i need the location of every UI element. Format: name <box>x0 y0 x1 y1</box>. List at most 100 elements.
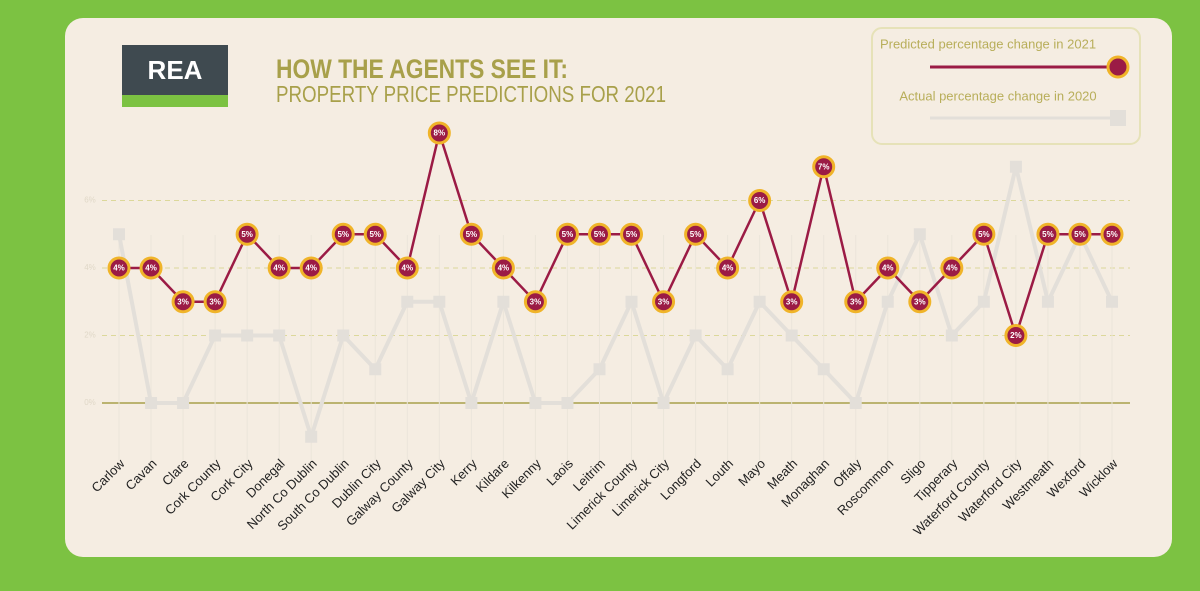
marker <box>465 397 478 409</box>
marker <box>107 256 131 280</box>
chart-title: HOW THE AGENTS SEE IT: <box>276 54 568 84</box>
marker <box>593 363 606 376</box>
marker <box>561 397 574 409</box>
value-label: 5% <box>241 230 253 239</box>
y-tick-label: 6% <box>84 196 96 205</box>
marker <box>1041 295 1054 308</box>
marker <box>1106 295 1118 308</box>
value-label: 4% <box>113 264 125 273</box>
value-label: 5% <box>626 230 638 239</box>
marker <box>363 222 387 246</box>
marker <box>881 295 894 308</box>
value-label: 4% <box>145 264 157 273</box>
legend-marker <box>1106 55 1130 79</box>
marker <box>241 329 254 342</box>
value-label: 8% <box>434 129 446 138</box>
value-label: 5% <box>690 230 702 239</box>
value-label: 5% <box>369 230 381 239</box>
marker <box>459 222 483 246</box>
marker <box>620 222 644 246</box>
value-label: 4% <box>498 264 510 273</box>
value-label: 5% <box>1074 230 1086 239</box>
marker <box>753 295 766 308</box>
value-label: 4% <box>402 264 414 273</box>
marker <box>145 397 158 409</box>
legend-box <box>871 27 1141 145</box>
value-label: 3% <box>914 297 926 306</box>
value-label: 5% <box>594 230 606 239</box>
marker <box>337 329 350 342</box>
legend-label: Predicted percentage change in 2021 <box>880 36 1096 51</box>
logo: REA <box>148 55 203 85</box>
marker <box>716 256 740 280</box>
value-label: 2% <box>1010 331 1022 340</box>
marker <box>113 228 125 241</box>
value-label: 3% <box>786 297 798 306</box>
marker <box>977 295 990 308</box>
marker <box>785 329 798 342</box>
marker <box>721 363 734 376</box>
marker <box>177 397 190 409</box>
marker <box>972 222 996 246</box>
marker <box>1100 222 1124 246</box>
marker <box>1068 222 1092 246</box>
value-label: 5% <box>1106 230 1118 239</box>
value-label: 3% <box>658 297 670 306</box>
marker <box>209 329 222 342</box>
marker <box>305 430 318 443</box>
legend-label: Actual percentage change in 2020 <box>899 88 1096 103</box>
marker <box>497 295 510 308</box>
value-label: 4% <box>882 264 894 273</box>
marker <box>273 329 286 342</box>
series-line <box>117 166 1114 444</box>
marker <box>657 397 670 409</box>
y-tick-label: 4% <box>84 263 96 272</box>
marker <box>555 222 579 246</box>
legend-marker <box>1110 110 1126 126</box>
panel <box>65 18 1172 557</box>
marker <box>652 290 676 314</box>
y-tick-label: 2% <box>84 331 96 340</box>
marker <box>876 256 900 280</box>
marker <box>427 121 451 145</box>
marker <box>780 290 804 314</box>
value-label: 5% <box>337 230 349 239</box>
value-label: 3% <box>209 297 221 306</box>
marker <box>812 155 836 179</box>
value-label: 6% <box>754 196 766 205</box>
marker <box>1036 222 1060 246</box>
value-label: 5% <box>1042 230 1054 239</box>
marker <box>299 256 323 280</box>
value-label: 3% <box>177 297 189 306</box>
marker <box>171 290 195 314</box>
value-label: 4% <box>305 264 317 273</box>
marker <box>139 256 163 280</box>
value-label: 3% <box>530 297 542 306</box>
value-label: 5% <box>562 230 574 239</box>
marker <box>529 397 542 409</box>
value-label: 5% <box>466 230 478 239</box>
marker <box>748 189 772 212</box>
marker <box>491 256 515 280</box>
marker <box>940 256 964 280</box>
marker <box>625 295 638 308</box>
marker <box>523 290 547 314</box>
marker <box>401 295 414 308</box>
marker <box>849 397 862 409</box>
value-label: 5% <box>978 230 990 239</box>
value-label: 4% <box>273 264 285 273</box>
marker <box>267 256 291 280</box>
marker <box>331 222 355 246</box>
marker <box>587 222 611 246</box>
y-tick-label: 0% <box>84 398 96 407</box>
marker <box>817 363 830 376</box>
marker <box>684 222 708 246</box>
marker <box>908 290 932 314</box>
marker <box>369 363 382 376</box>
marker <box>203 290 227 314</box>
logo-bar <box>122 95 228 107</box>
value-label: 3% <box>850 297 862 306</box>
marker <box>689 329 702 342</box>
